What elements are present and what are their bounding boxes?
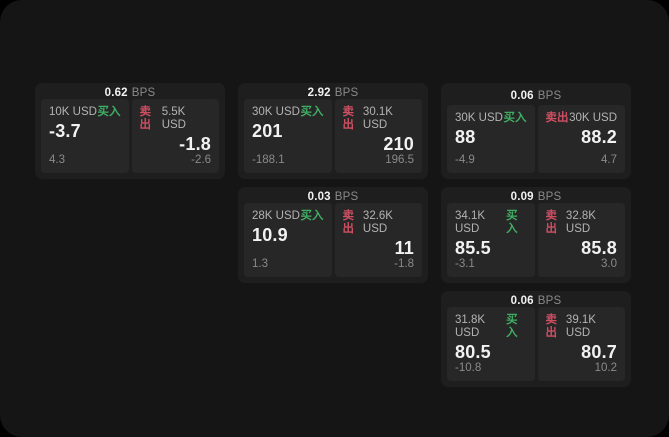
sell-label: 卖出 (545, 314, 558, 339)
buy-quote-tile[interactable]: 34.1K USD 买入 85.5 -3.1 (447, 203, 535, 277)
sell-price: -1.8 (179, 134, 211, 154)
buy-label: 买入 (97, 106, 121, 118)
spread-header: 0.03 BPS (244, 191, 422, 203)
sell-price: 80.7 (581, 342, 617, 362)
buy-delta: -188.1 (252, 154, 285, 166)
quote-card-grid: 0.62 BPS 10K USD 买入 -3.7 4.3 卖出 5.5K USD (35, 83, 631, 387)
quote-card: 0.62 BPS 10K USD 买入 -3.7 4.3 卖出 5.5K USD (35, 83, 225, 179)
quote-card: 0.06 BPS 31.8K USD 买入 80.5 -10.8 卖出 39.1… (441, 291, 631, 387)
spread-header: 2.92 BPS (244, 87, 422, 99)
spread-header: 0.06 BPS (447, 87, 625, 105)
sell-amount: 30.1K USD (362, 106, 393, 131)
buy-price: 88 (455, 127, 476, 147)
sell-quote-tile[interactable]: 卖出 5.5K USD -1.8 -2.6 (131, 99, 219, 173)
sell-delta: 10.2 (594, 362, 617, 374)
buy-quote-tile[interactable]: 30K USD 买入 88 -4.9 (447, 105, 535, 173)
sell-delta: -2.6 (191, 154, 211, 166)
sell-label: 卖出 (139, 106, 152, 131)
spread-value: 0.62 (104, 87, 128, 99)
spread-unit: BPS (131, 87, 156, 99)
buy-price: -3.7 (49, 121, 81, 141)
sell-quote-tile[interactable]: 卖出 32.8K USD 85.8 3.0 (537, 203, 625, 277)
sell-label: 卖出 (545, 210, 558, 235)
buy-delta: -10.8 (455, 362, 482, 374)
spread-header: 0.06 BPS (447, 295, 625, 307)
sell-quote-tile[interactable]: 卖出 30.1K USD 210 196.5 (334, 99, 422, 173)
spread-header: 0.62 BPS (41, 87, 219, 99)
sell-quote-tile[interactable]: 卖出 39.1K USD 80.7 10.2 (537, 307, 625, 381)
buy-amount: 10K USD (49, 106, 97, 118)
spread-header: 0.09 BPS (447, 191, 625, 203)
buy-price: 201 (252, 121, 283, 141)
spread-value: 2.92 (307, 87, 331, 99)
buy-label: 买入 (300, 210, 324, 222)
buy-delta: -4.9 (455, 154, 475, 166)
sell-delta: -1.8 (394, 258, 414, 270)
buy-amount: 34.1K USD (455, 210, 486, 235)
sell-label: 卖出 (342, 210, 355, 235)
spread-value: 0.09 (510, 191, 534, 203)
quote-card: 0.06 BPS 30K USD 买入 88 -4.9 卖出 30K USD (441, 83, 631, 179)
sell-label: 卖出 (545, 112, 569, 124)
buy-amount: 31.8K USD (455, 314, 486, 339)
buy-price: 10.9 (252, 225, 288, 245)
buy-label: 买入 (506, 210, 518, 235)
sell-quote-tile[interactable]: 卖出 30K USD 88.2 4.7 (537, 105, 625, 173)
buy-delta: 1.3 (252, 258, 268, 270)
quote-card: 2.92 BPS 30K USD 买入 201 -188.1 卖出 30.1K … (238, 83, 428, 179)
quote-card: 0.03 BPS 28K USD 买入 10.9 1.3 卖出 32.6K US… (238, 187, 428, 283)
buy-delta: 4.3 (49, 154, 65, 166)
spread-unit: BPS (537, 191, 562, 203)
quote-card: 0.09 BPS 34.1K USD 买入 85.5 -3.1 卖出 32.8K… (441, 187, 631, 283)
sell-price: 11 (394, 238, 414, 258)
buy-price: 85.5 (455, 238, 491, 258)
spread-unit: BPS (537, 90, 562, 102)
buy-amount: 28K USD (252, 210, 300, 222)
buy-label: 买入 (300, 106, 324, 118)
sell-amount: 5.5K USD (161, 106, 186, 131)
sell-amount: 30K USD (569, 112, 617, 124)
sell-delta: 4.7 (601, 154, 617, 166)
sell-delta: 3.0 (601, 258, 617, 270)
spread-value: 0.03 (307, 191, 331, 203)
sell-delta: 196.5 (385, 154, 414, 166)
sell-price: 210 (383, 134, 414, 154)
buy-amount: 30K USD (455, 112, 503, 124)
sell-quote-tile[interactable]: 卖出 32.6K USD 11 -1.8 (334, 203, 422, 277)
sell-amount: 39.1K USD (565, 314, 596, 339)
sell-price: 85.8 (581, 238, 617, 258)
spread-unit: BPS (334, 191, 359, 203)
sell-amount: 32.8K USD (565, 210, 596, 235)
spread-value: 0.06 (510, 90, 534, 102)
spread-unit: BPS (537, 295, 562, 307)
buy-price: 80.5 (455, 342, 491, 362)
buy-label: 买入 (506, 314, 518, 339)
spread-value: 0.06 (510, 295, 534, 307)
buy-quote-tile[interactable]: 10K USD 买入 -3.7 4.3 (41, 99, 129, 173)
buy-label: 买入 (503, 112, 527, 124)
spread-unit: BPS (334, 87, 359, 99)
sell-amount: 32.6K USD (362, 210, 393, 235)
sell-price: 88.2 (581, 127, 617, 147)
buy-quote-tile[interactable]: 28K USD 买入 10.9 1.3 (244, 203, 332, 277)
buy-quote-tile[interactable]: 31.8K USD 买入 80.5 -10.8 (447, 307, 535, 381)
sell-label: 卖出 (342, 106, 355, 131)
buy-amount: 30K USD (252, 106, 300, 118)
buy-quote-tile[interactable]: 30K USD 买入 201 -188.1 (244, 99, 332, 173)
buy-delta: -3.1 (455, 258, 475, 270)
